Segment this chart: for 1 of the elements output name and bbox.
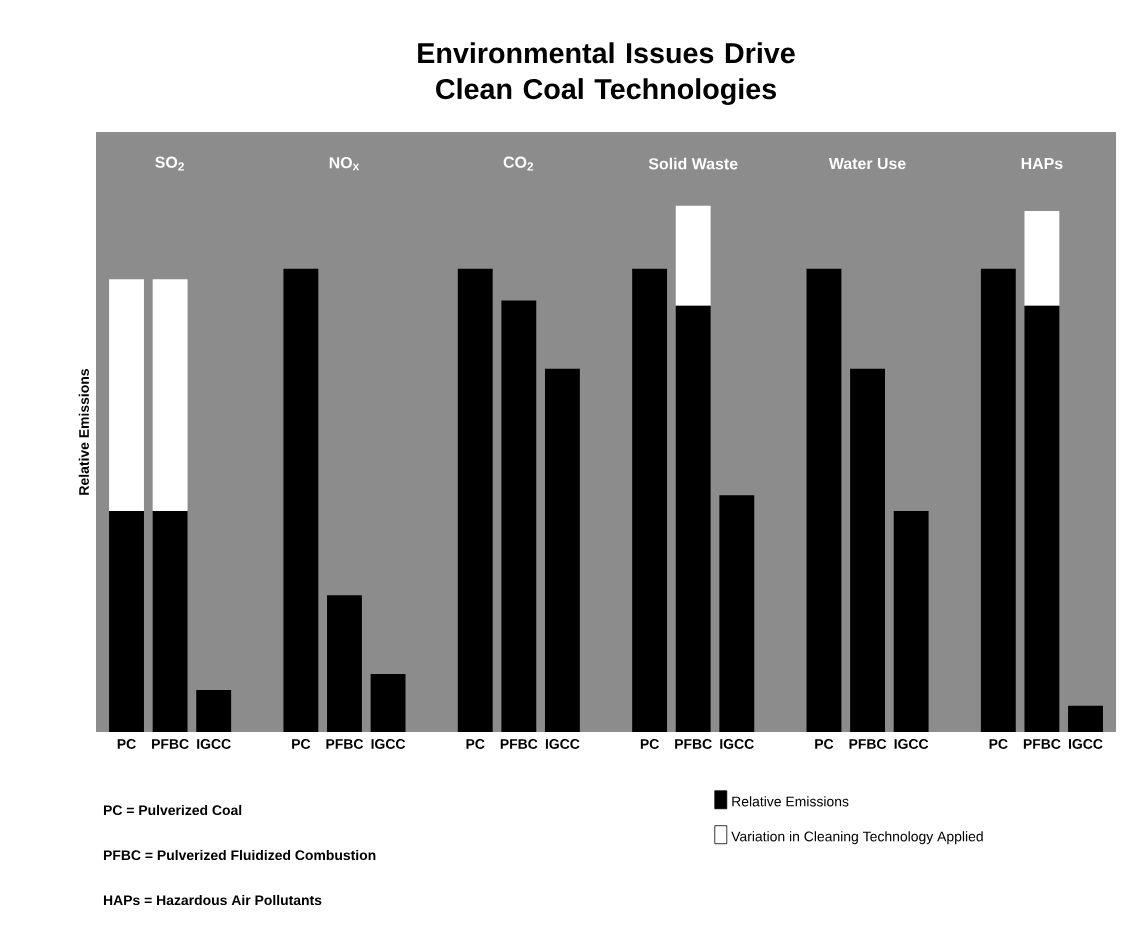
chart-title: Environmental Issues Drive Clean Coal Technologies	[418, 42, 795, 106]
